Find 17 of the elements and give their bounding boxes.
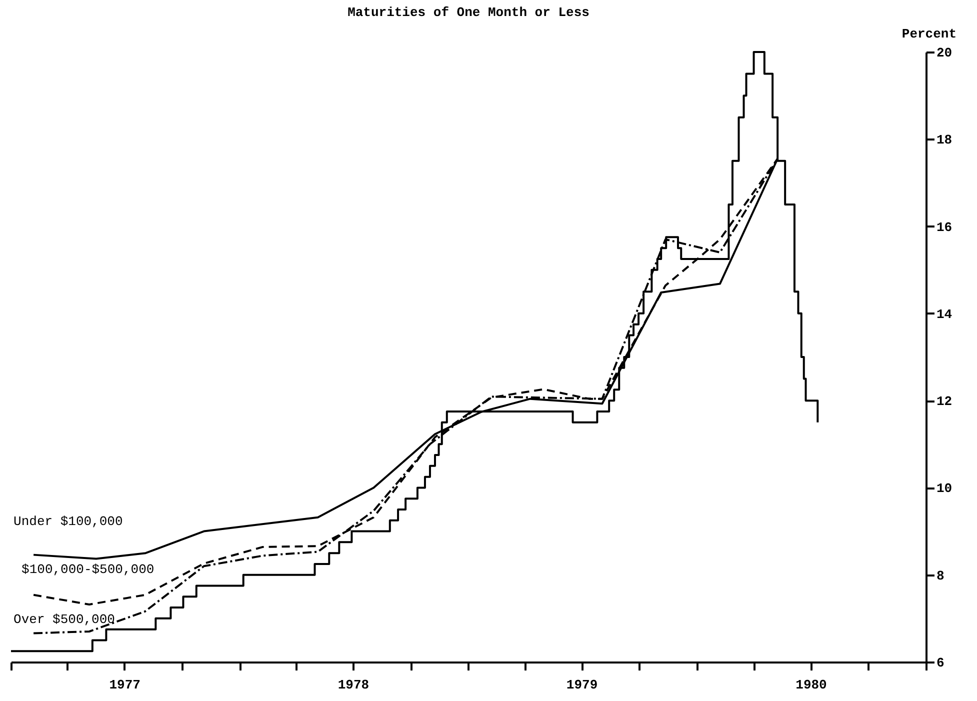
y-tick-label: 14 bbox=[936, 306, 952, 322]
y-tick-label: 6 bbox=[936, 656, 944, 670]
y-tick-label: 10 bbox=[936, 481, 952, 496]
series-label: Over $500,000 bbox=[14, 612, 115, 628]
x-tick-label: 1978 bbox=[338, 678, 370, 692]
x-tick-label: 1980 bbox=[796, 678, 828, 692]
series-label: $100,000-$500,000 bbox=[22, 562, 154, 577]
x-tick-label: 1979 bbox=[566, 678, 598, 692]
x-tick-label: 1977 bbox=[109, 678, 140, 692]
y-tick-label: 16 bbox=[936, 220, 952, 235]
y-tick-label: 12 bbox=[936, 394, 952, 410]
text: Under $100,000 bbox=[14, 514, 123, 529]
y-tick-label: 20 bbox=[936, 46, 952, 60]
y-tick-label: 18 bbox=[936, 132, 952, 148]
chart-title: Maturities of One Month or Less bbox=[348, 5, 590, 20]
y-axis-title: Percent bbox=[902, 26, 956, 42]
y-tick-label: 8 bbox=[936, 568, 944, 584]
